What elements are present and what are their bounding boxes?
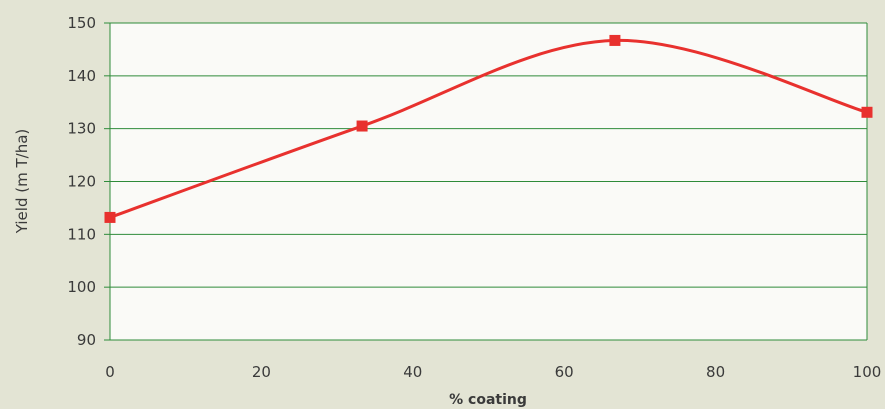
- y-tick-label: 140: [67, 67, 96, 85]
- y-tick-label: 130: [67, 120, 96, 138]
- x-tick-label: 40: [403, 363, 422, 381]
- data-point-marker: [861, 106, 873, 118]
- series-line: [109, 38, 868, 219]
- x-axis-ticks: 0 20 40 60 80 100: [105, 363, 881, 381]
- x-tick-label: 0: [105, 363, 115, 381]
- y-axis-title: Yield (m T/ha): [13, 129, 31, 234]
- x-tick-label: 100: [853, 363, 882, 381]
- data-point-marker: [609, 34, 621, 46]
- data-point-marker: [104, 211, 116, 223]
- series-group: [104, 34, 873, 223]
- x-tick-label: 20: [252, 363, 271, 381]
- y-tick-label: 150: [67, 14, 96, 32]
- x-tick-label: 80: [706, 363, 725, 381]
- gridlines: [104, 22, 868, 341]
- x-tick-label: 60: [555, 363, 574, 381]
- y-axis-ticks: 90 100 110 120 130 140 150: [67, 14, 96, 349]
- x-axis-title: % coating: [449, 392, 527, 408]
- y-tick-label: 90: [77, 331, 96, 349]
- data-point-marker: [356, 120, 368, 132]
- y-tick-label: 120: [67, 173, 96, 191]
- y-tick-label: 100: [67, 278, 96, 296]
- y-tick-label: 110: [67, 225, 96, 243]
